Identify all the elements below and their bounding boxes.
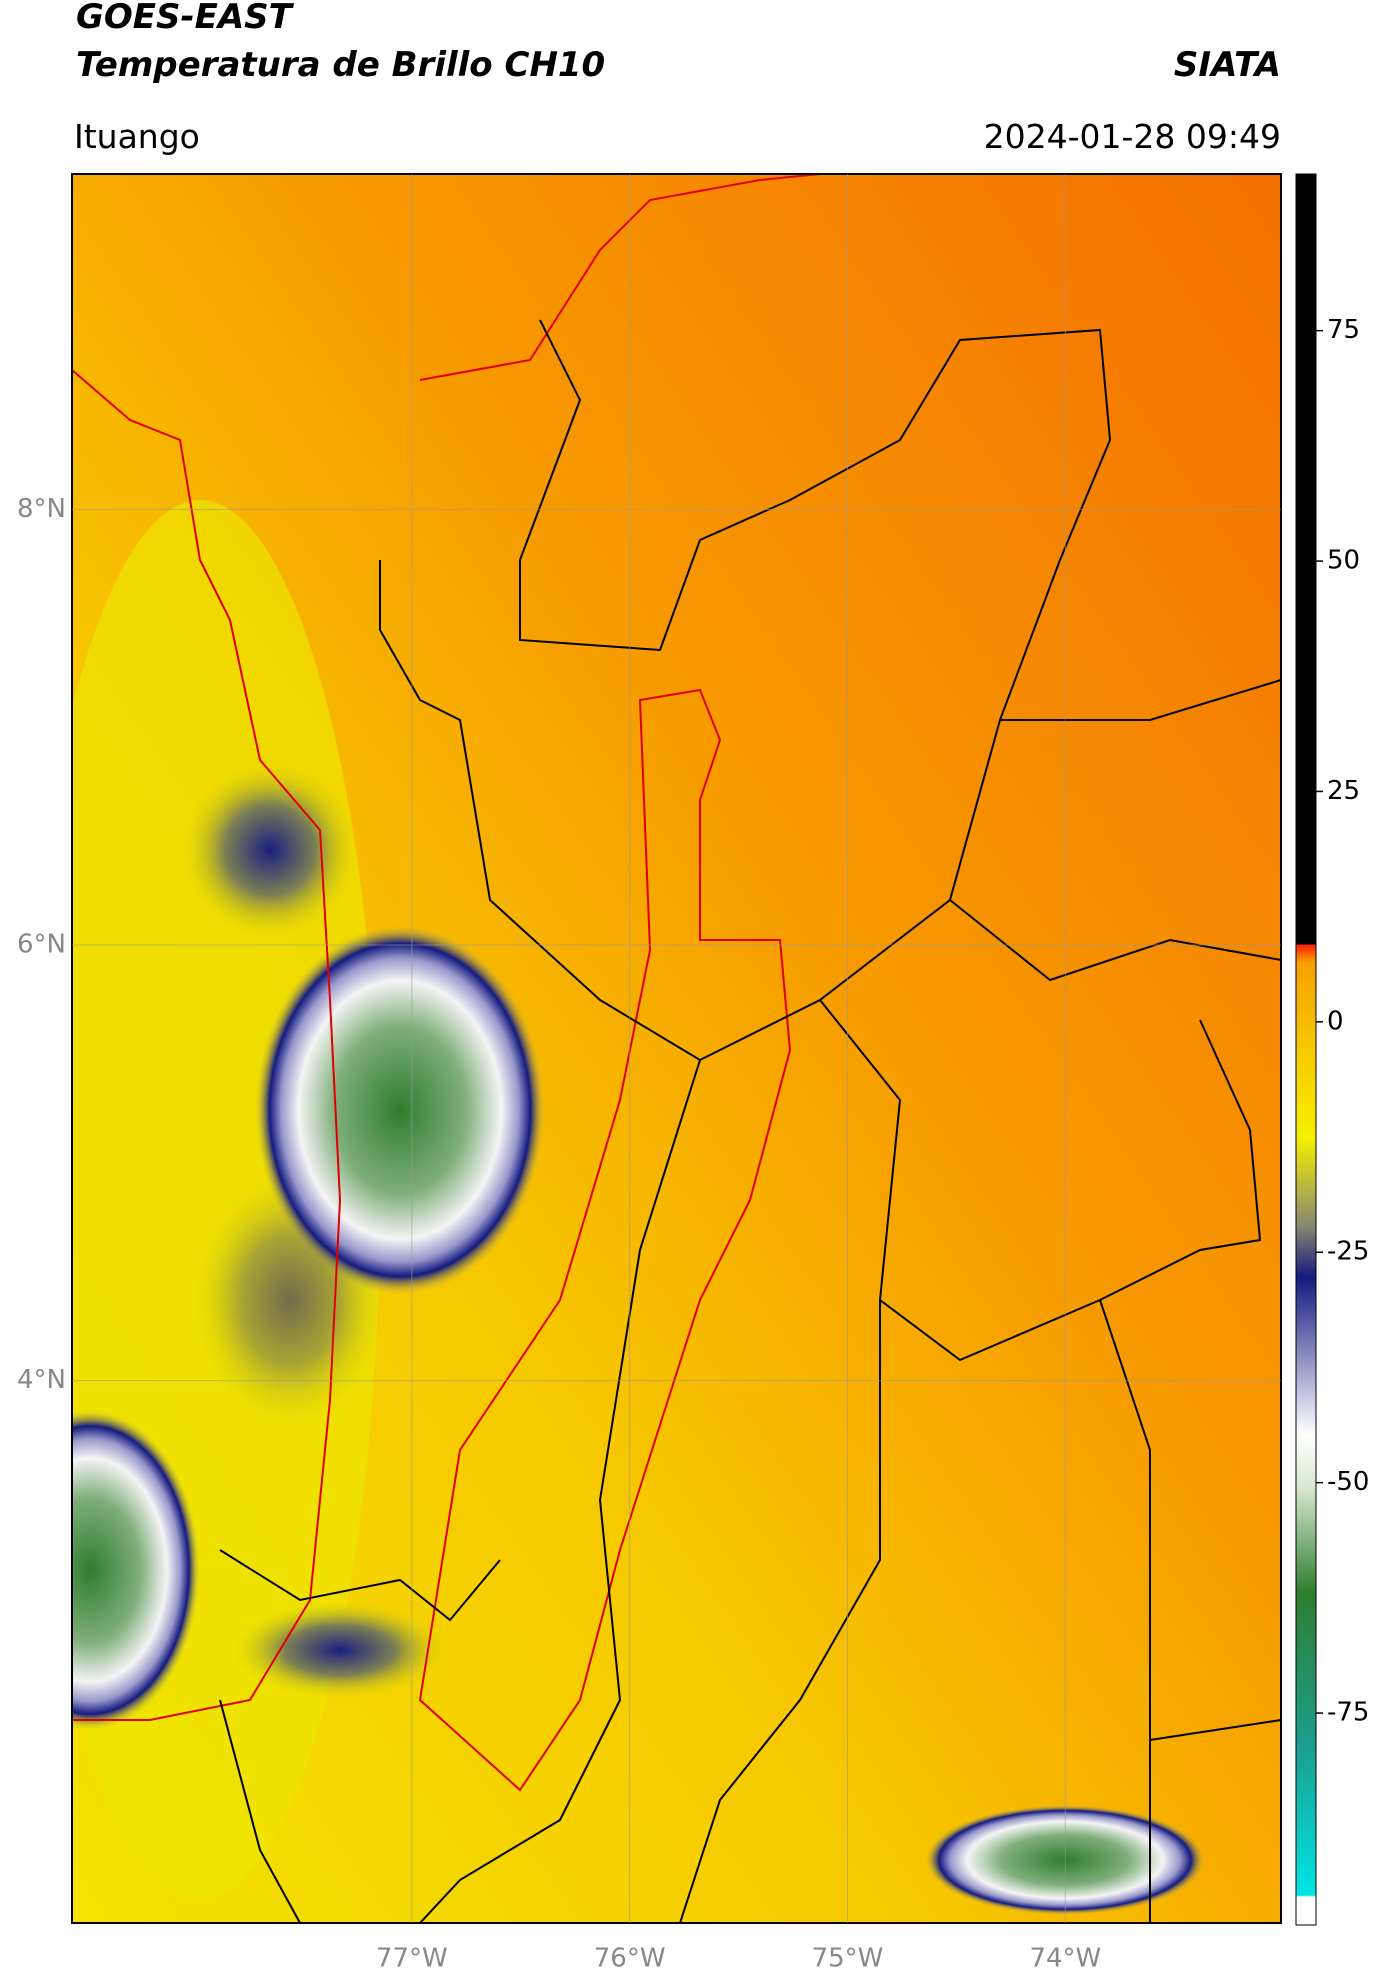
cloud — [180, 760, 360, 940]
map-frame — [71, 173, 1282, 1924]
subtitle: Temperatura de Brillo CH10 — [76, 45, 605, 85]
title: GOES-EAST — [76, 0, 295, 37]
x-tick-label: 76°W — [594, 1944, 666, 1974]
colorbar-tick-label: 25 — [1327, 776, 1360, 806]
y-tick-label: 8°N — [17, 494, 66, 524]
x-tick-label: 75°W — [812, 1944, 884, 1974]
source: SIATA — [1174, 45, 1281, 85]
y-tick-label: 4°N — [17, 1365, 66, 1395]
colorbar-tick-label: 75 — [1327, 315, 1360, 345]
colorbar-tick-label: -75 — [1327, 1698, 1369, 1728]
storm — [255, 925, 545, 1295]
colorbar-tick-label: 0 — [1327, 1006, 1344, 1036]
x-tick-label: 74°W — [1029, 1944, 1101, 1974]
y-tick-label: 6°N — [17, 930, 66, 960]
colorbar-tick-label: 50 — [1327, 546, 1360, 576]
border — [379, 319, 1112, 1062]
border — [419, 679, 1281, 1923]
cloud — [230, 1600, 450, 1700]
border — [219, 1549, 501, 1923]
location: Ituango — [74, 117, 200, 156]
x-tick-label: 77°W — [376, 1944, 448, 1974]
storm — [72, 1410, 200, 1730]
colorbar-tick-label: -50 — [1327, 1467, 1369, 1497]
colorbar-tick-label: -25 — [1327, 1237, 1369, 1267]
colorbar — [1295, 173, 1317, 1926]
map — [72, 174, 1281, 1923]
coastline — [72, 369, 342, 1721]
timestamp: 2024-01-28 09:49 — [984, 117, 1281, 156]
coastline — [419, 174, 821, 381]
department-border — [418, 688, 792, 1792]
